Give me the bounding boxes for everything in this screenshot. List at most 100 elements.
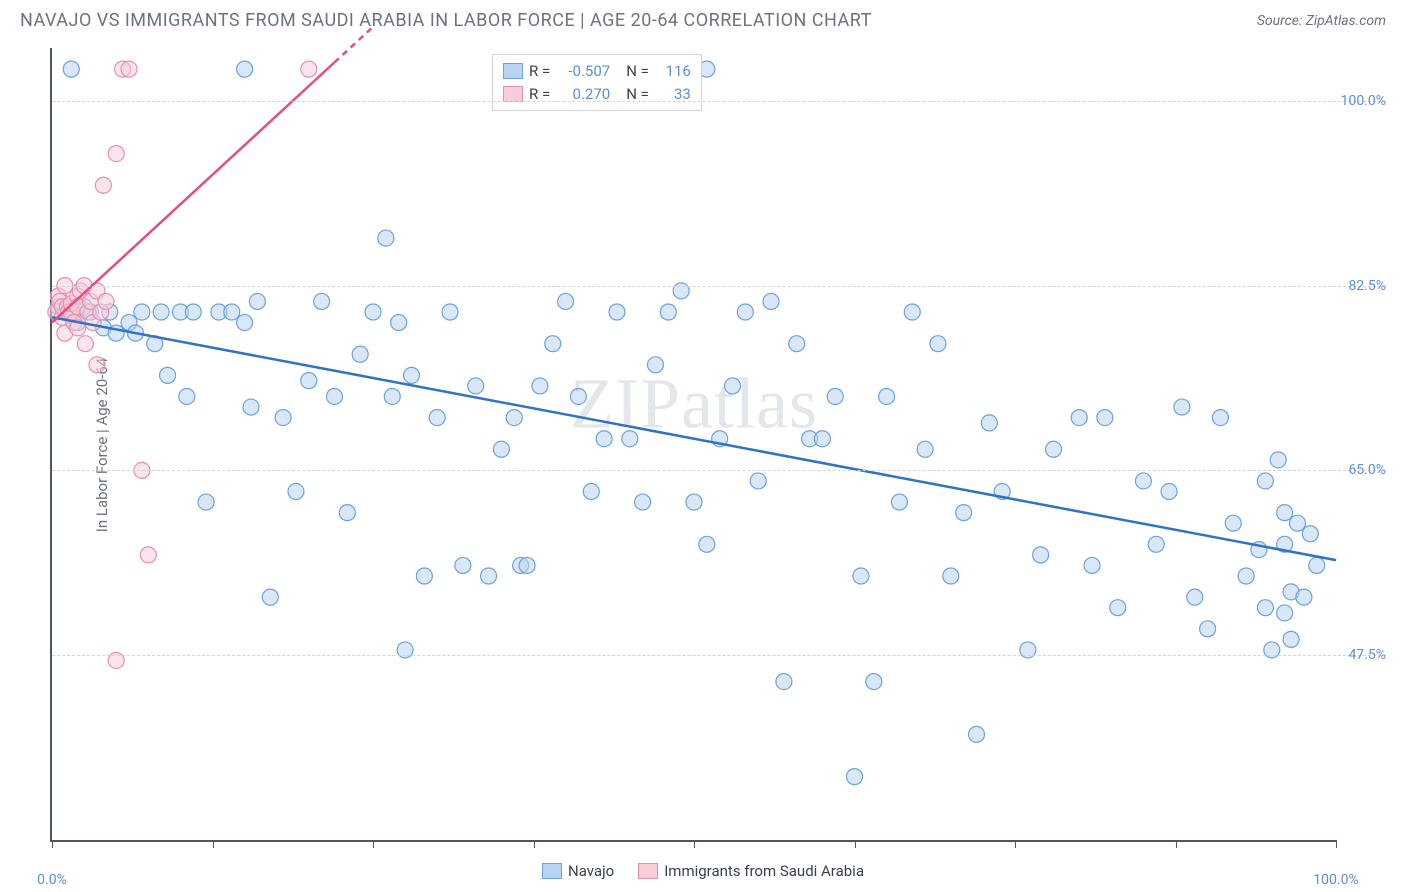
x-tick-label: 100.0% xyxy=(1313,872,1358,888)
data-point xyxy=(468,378,484,394)
data-point xyxy=(198,494,214,510)
data-point xyxy=(968,726,984,742)
y-tick-label: 100.0% xyxy=(1331,93,1386,109)
data-point xyxy=(404,367,420,383)
data-point xyxy=(1033,547,1049,563)
data-point xyxy=(1296,589,1312,605)
data-point xyxy=(185,304,201,320)
data-point xyxy=(570,388,586,404)
data-point xyxy=(635,494,651,510)
data-point xyxy=(930,336,946,352)
data-point xyxy=(140,547,156,563)
chart-container: In Labor Force | Age 20-64 ZIPatlas R =-… xyxy=(50,48,1386,842)
data-point xyxy=(77,336,93,352)
data-point xyxy=(519,557,535,573)
data-point xyxy=(365,304,381,320)
data-point xyxy=(455,557,471,573)
data-point xyxy=(847,769,863,785)
data-point xyxy=(699,536,715,552)
data-point xyxy=(95,177,111,193)
data-point xyxy=(288,484,304,500)
data-point xyxy=(108,146,124,162)
legend-swatch xyxy=(503,86,523,102)
data-point xyxy=(1110,600,1126,616)
data-point xyxy=(1238,568,1254,584)
legend-item: Immigrants from Saudi Arabia xyxy=(638,862,864,880)
data-point xyxy=(249,293,265,309)
data-point xyxy=(596,431,612,447)
data-point xyxy=(339,505,355,521)
data-point xyxy=(1084,557,1100,573)
data-point xyxy=(981,415,997,431)
data-point xyxy=(314,293,330,309)
scatter-plot-svg xyxy=(52,48,1336,840)
legend-swatch xyxy=(503,63,523,79)
plot-area: ZIPatlas R =-0.507N =116R =0.270N =33 47… xyxy=(50,48,1336,842)
data-point xyxy=(429,410,445,426)
x-tick xyxy=(694,840,695,848)
data-point xyxy=(737,304,753,320)
chart-title: NAVAJO VS IMMIGRANTS FROM SAUDI ARABIA I… xyxy=(20,10,872,31)
data-point xyxy=(776,674,792,690)
y-tick-label: 47.5% xyxy=(1331,647,1386,663)
data-point xyxy=(647,357,663,373)
data-point xyxy=(301,61,317,77)
x-tick xyxy=(213,840,214,848)
data-point xyxy=(827,388,843,404)
data-point xyxy=(237,315,253,331)
data-point xyxy=(98,293,114,309)
data-point xyxy=(660,304,676,320)
data-point xyxy=(1148,536,1164,552)
data-point xyxy=(262,589,278,605)
data-point xyxy=(1174,399,1190,415)
data-point xyxy=(1277,605,1293,621)
data-point xyxy=(224,304,240,320)
data-point xyxy=(301,373,317,389)
legend-swatch xyxy=(638,863,658,879)
data-point xyxy=(866,674,882,690)
data-point xyxy=(1225,515,1241,531)
data-point xyxy=(789,336,805,352)
grid-line xyxy=(52,655,1386,656)
data-point xyxy=(237,61,253,77)
legend-label: Immigrants from Saudi Arabia xyxy=(664,862,864,880)
data-point xyxy=(725,378,741,394)
data-point xyxy=(1135,473,1151,489)
data-point xyxy=(493,441,509,457)
legend-label: Navajo xyxy=(568,862,614,880)
x-tick xyxy=(52,840,53,848)
data-point xyxy=(481,568,497,584)
data-point xyxy=(121,61,137,77)
data-point xyxy=(532,378,548,394)
data-point xyxy=(1283,631,1299,647)
data-point xyxy=(956,505,972,521)
data-point xyxy=(506,410,522,426)
data-point xyxy=(1302,526,1318,542)
data-point xyxy=(1257,600,1273,616)
data-point xyxy=(326,388,342,404)
legend-stat-row: R =-0.507N =116 xyxy=(503,60,691,83)
data-point xyxy=(1200,621,1216,637)
data-point xyxy=(1071,410,1087,426)
data-point xyxy=(686,494,702,510)
data-point xyxy=(609,304,625,320)
data-point xyxy=(1289,515,1305,531)
x-tick xyxy=(534,840,535,848)
data-point xyxy=(352,346,368,362)
data-point xyxy=(160,367,176,383)
data-point xyxy=(416,568,432,584)
data-point xyxy=(917,441,933,457)
data-point xyxy=(1270,452,1286,468)
data-point xyxy=(391,315,407,331)
data-point xyxy=(1097,410,1113,426)
data-point xyxy=(1309,557,1325,573)
data-point xyxy=(134,304,150,320)
x-tick xyxy=(1015,840,1016,848)
grid-line xyxy=(52,286,1386,287)
data-point xyxy=(622,431,638,447)
data-point xyxy=(384,388,400,404)
data-point xyxy=(1257,473,1273,489)
x-tick xyxy=(855,840,856,848)
correlation-legend-box: R =-0.507N =116R =0.270N =33 xyxy=(492,54,702,111)
legend-swatch xyxy=(542,863,562,879)
